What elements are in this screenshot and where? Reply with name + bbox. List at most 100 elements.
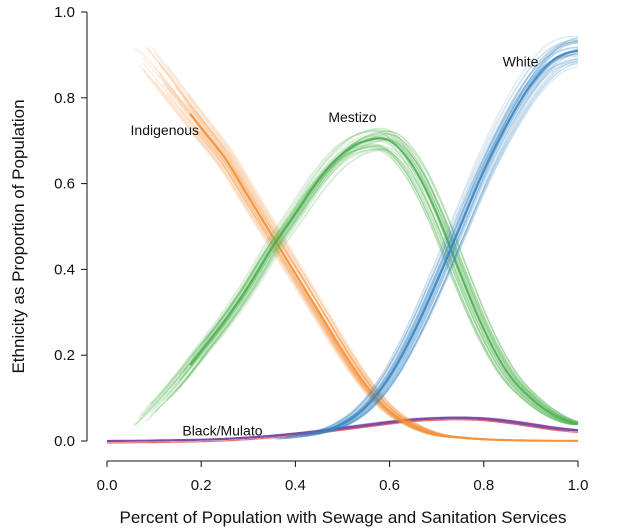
- series-line: [341, 55, 579, 428]
- series-main-line: [107, 416, 579, 443]
- series-line: [313, 50, 579, 435]
- series-line: [174, 139, 579, 423]
- series-labels: Indigenous Mestizo White Black/Mulato: [131, 53, 539, 438]
- x-tick-label: 0.8: [473, 477, 494, 494]
- y-tick-label: 0.6: [54, 176, 75, 193]
- series-line: [138, 145, 578, 425]
- series-line: [154, 134, 579, 424]
- y-axis-title: Ethnicity as Proportion of Population: [9, 99, 28, 373]
- axes: [86, 12, 578, 462]
- series-line: [299, 39, 579, 438]
- series-line: [203, 147, 578, 425]
- series-label: Black/Mulato: [182, 422, 262, 438]
- series-label: White: [503, 53, 539, 69]
- series-line: [203, 146, 578, 425]
- y-tick-label: 1.0: [54, 4, 75, 21]
- series-line: [178, 133, 579, 423]
- series-line: [294, 55, 578, 437]
- series-line: [162, 140, 579, 425]
- series-line: [324, 53, 578, 430]
- series-line: [341, 60, 579, 429]
- series-line: [341, 36, 579, 428]
- series-layer: [106, 35, 579, 444]
- series-line: [277, 48, 579, 440]
- series-line: [274, 62, 579, 440]
- series-line: [305, 41, 579, 437]
- series-line: [138, 129, 579, 424]
- series-mestizo: [134, 127, 579, 429]
- series-white: [274, 35, 579, 440]
- series-line: [187, 143, 578, 425]
- series-line: [187, 130, 579, 422]
- series-line: [307, 35, 578, 434]
- series-line: [330, 50, 578, 429]
- series-line: [134, 147, 579, 426]
- series-line: [150, 149, 579, 425]
- series-label: Indigenous: [131, 122, 200, 138]
- series-indigenous: [134, 45, 579, 442]
- series-line: [285, 46, 578, 439]
- series-line: [294, 42, 578, 437]
- series-line: [338, 40, 578, 425]
- series-line: [199, 144, 578, 425]
- series-line: [187, 130, 579, 423]
- x-tick-label: 0.2: [191, 477, 212, 494]
- series-line: [282, 51, 578, 439]
- x-tick-label: 0.0: [97, 477, 118, 494]
- series-line: [305, 52, 579, 437]
- series-line: [166, 133, 579, 423]
- series-line: [280, 42, 578, 439]
- series-line: [277, 58, 579, 440]
- series-line: [178, 148, 579, 426]
- y-tick-label: 0.8: [54, 90, 75, 107]
- series-label: Mestizo: [328, 109, 376, 125]
- series-line: [296, 54, 578, 436]
- series-line: [285, 39, 578, 438]
- series-line: [199, 135, 579, 424]
- x-tick-label: 1.0: [568, 477, 589, 494]
- series-line: [305, 50, 579, 437]
- series-line: [319, 63, 579, 435]
- series-line: [274, 49, 579, 440]
- series-line: [170, 135, 578, 425]
- series-accent-line: [107, 419, 579, 444]
- series-main-line: [189, 113, 578, 442]
- series-line: [335, 49, 579, 431]
- series-line: [299, 52, 579, 438]
- series-line: [191, 149, 578, 426]
- series-line: [313, 40, 579, 434]
- y-tick-label: 0.0: [54, 433, 75, 450]
- series-line: [313, 51, 579, 434]
- series-line: [138, 146, 578, 425]
- series-line: [162, 133, 579, 424]
- series-line: [277, 38, 579, 439]
- series-line: [170, 147, 579, 424]
- series-line: [150, 132, 579, 424]
- series-line: [191, 132, 579, 424]
- series-main-line: [330, 49, 579, 431]
- series-main-line: [189, 137, 579, 425]
- series-line: [146, 146, 578, 425]
- series-line: [162, 130, 578, 424]
- x-axis-title: Percent of Population with Sewage and Sa…: [120, 508, 567, 527]
- series-line: [178, 144, 578, 425]
- series-black-mulato: [106, 416, 579, 444]
- series-line: [154, 137, 579, 424]
- series-line: [316, 66, 579, 436]
- series-line: [335, 48, 578, 424]
- series-line: [280, 53, 579, 439]
- x-tick-label: 0.6: [379, 477, 400, 494]
- x-tick-label: 0.4: [285, 477, 306, 494]
- series-line: [134, 139, 579, 429]
- series-line: [166, 139, 579, 423]
- series-line: [150, 143, 578, 425]
- series-line: [146, 130, 579, 423]
- ticks: 0.0 0.2 0.4 0.6 0.8 1.0 0.0 0.2 0.4 0.6 0.8 1.0: [54, 4, 588, 494]
- series-line: [305, 57, 579, 437]
- series-line: [158, 130, 578, 424]
- y-tick-label: 0.4: [54, 261, 75, 278]
- y-tick-label: 0.2: [54, 347, 75, 364]
- series-line: [285, 59, 579, 439]
- series-line: [324, 47, 578, 430]
